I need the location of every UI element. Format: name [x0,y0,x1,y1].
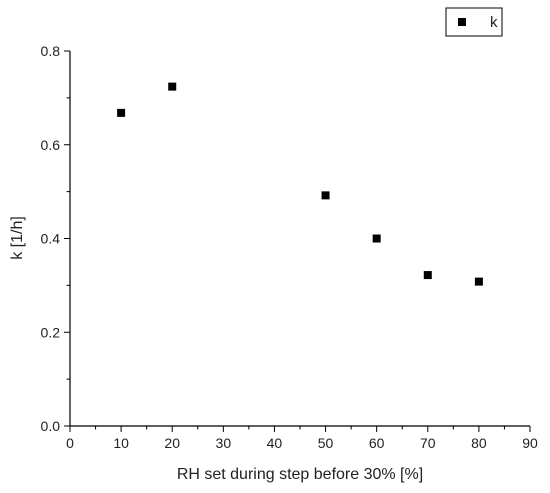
x-axis-label: RH set during step before 30% [%] [177,466,423,483]
x-tick-label: 0 [66,435,74,451]
tick-marks [64,50,531,432]
y-tick-label: 0.2 [41,324,61,340]
data-point [423,271,432,280]
y-tick-label: 0.6 [41,137,61,153]
y-tick-label: 0.4 [41,231,61,247]
x-tick-label: 40 [267,435,283,451]
y-axis-label: k [1/h] [9,216,26,260]
x-tick-label: 20 [164,435,180,451]
y-tick-label: 0.8 [41,43,61,59]
data-point [168,82,177,91]
x-tick-label: 30 [216,435,232,451]
x-tick-label: 60 [369,435,385,451]
legend-marker [458,18,466,26]
legend-box [445,7,503,37]
data-point [117,108,126,117]
x-tick-label: 80 [471,435,487,451]
y-tick-label: 0.0 [41,418,61,434]
x-tick-label: 10 [113,435,129,451]
tick-labels: 0 10 20 30 40 50 60 70 80 90 0.0 0.2 0.4 0.6 0.8 [41,43,538,451]
axes [69,51,530,427]
x-tick-label: 90 [522,435,538,451]
data-point [372,234,381,243]
data-point [321,191,330,200]
data-points [117,82,483,286]
legend-label: k [490,14,498,31]
x-tick-label: 50 [318,435,334,451]
x-tick-label: 70 [420,435,436,451]
data-point [474,277,483,286]
legend: k [445,7,503,37]
